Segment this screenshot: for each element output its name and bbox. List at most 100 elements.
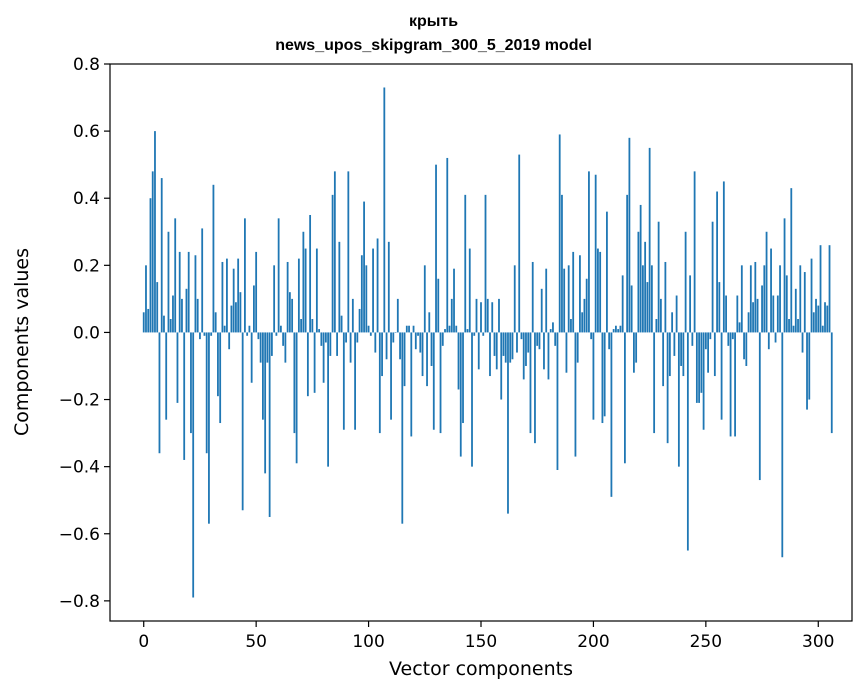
- bar-86: [336, 332, 338, 356]
- bar-149: [477, 332, 480, 370]
- bar-295: [806, 332, 808, 410]
- y-tick-label-1: −0.6: [59, 525, 100, 545]
- bar-65: [288, 292, 291, 333]
- bar-69: [297, 258, 300, 333]
- bar-98: [363, 201, 365, 333]
- y-tick-label-6: 0.4: [73, 189, 100, 209]
- bar-137: [450, 298, 453, 333]
- bar-226: [650, 265, 653, 333]
- bar-183: [554, 332, 557, 346]
- bar-298: [812, 312, 815, 333]
- x-tick-label-6: 300: [802, 632, 834, 652]
- bar-221: [639, 204, 642, 333]
- bar-204: [601, 332, 604, 424]
- bar-23: [194, 255, 197, 333]
- bar-172: [529, 332, 532, 434]
- chart-title: крыть: [408, 13, 459, 30]
- y-axis-label: Components values: [11, 247, 33, 437]
- bar-148: [475, 298, 478, 333]
- bar-286: [785, 275, 788, 333]
- bar-222: [641, 265, 644, 333]
- bar-57: [270, 332, 273, 356]
- bar-303: [824, 302, 826, 333]
- bar-242: [686, 332, 689, 551]
- bar-48: [250, 332, 253, 383]
- bar-247: [698, 332, 700, 403]
- bar-299: [815, 298, 817, 333]
- bar-219: [635, 332, 638, 363]
- x-tick-label-5: 250: [690, 632, 722, 652]
- bar-150: [480, 302, 482, 333]
- bar-109: [387, 241, 390, 333]
- bar-294: [803, 272, 806, 333]
- bar-9: [163, 315, 165, 333]
- bar-120: [412, 325, 415, 333]
- bar-96: [358, 308, 361, 333]
- bar-30: [210, 332, 213, 336]
- bar-284: [781, 332, 784, 558]
- bar-179: [545, 268, 548, 333]
- bar-185: [558, 134, 561, 333]
- bar-135: [446, 157, 449, 333]
- bar-155: [491, 302, 494, 333]
- bar-192: [574, 332, 577, 457]
- chart-subtitle: news_upos_skipgram_300_5_2019 model: [275, 37, 592, 54]
- bar-288: [790, 188, 793, 333]
- bar-186: [561, 194, 563, 333]
- bar-140: [457, 332, 460, 390]
- bar-218: [633, 332, 635, 373]
- bar-22: [192, 332, 195, 598]
- bar-36: [223, 325, 226, 333]
- bar-143: [464, 194, 467, 333]
- bar-8: [160, 178, 163, 333]
- bar-2: [147, 308, 150, 333]
- bar-34: [219, 332, 222, 424]
- bar-194: [579, 255, 581, 333]
- bar-97: [360, 255, 363, 333]
- bar-251: [707, 332, 709, 373]
- bar-130: [435, 164, 437, 333]
- bar-62: [282, 332, 285, 346]
- bar-146: [471, 332, 473, 467]
- bar-189: [567, 265, 570, 333]
- bar-176: [538, 332, 541, 350]
- bar-105: [378, 332, 381, 434]
- bar-15: [176, 332, 179, 403]
- bar-261: [729, 332, 732, 437]
- bar-1: [145, 265, 147, 333]
- bar-58: [273, 265, 276, 333]
- bar-111: [392, 332, 395, 343]
- bar-205: [603, 332, 606, 417]
- bar-35: [221, 261, 224, 333]
- bar-273: [756, 298, 759, 333]
- bar-154: [489, 332, 491, 377]
- y-tick-label-7: 0.6: [73, 122, 100, 142]
- bar-0: [142, 312, 145, 333]
- bar-118: [408, 325, 410, 333]
- bar-104: [376, 238, 379, 333]
- bar-255: [716, 191, 718, 333]
- bar-100: [367, 325, 370, 333]
- bar-274: [758, 332, 761, 481]
- bar-230: [659, 298, 662, 333]
- bar-268: [745, 332, 748, 366]
- bar-287: [788, 319, 790, 333]
- bar-238: [677, 332, 680, 467]
- bar-190: [570, 319, 572, 333]
- bar-210: [615, 325, 617, 333]
- bar-53: [262, 332, 264, 420]
- bar-151: [482, 332, 485, 336]
- bar-83: [329, 332, 332, 356]
- bar-74: [309, 214, 312, 333]
- bar-278: [767, 332, 770, 350]
- bar-290: [794, 288, 797, 333]
- bar-103: [374, 332, 377, 353]
- bar-206: [606, 211, 608, 333]
- y-tick-label-4: 0.0: [73, 323, 100, 343]
- bar-187: [563, 268, 566, 333]
- bar-26: [201, 228, 204, 333]
- bar-305: [828, 245, 831, 333]
- bar-256: [718, 282, 721, 333]
- x-tick-label-3: 150: [465, 632, 497, 652]
